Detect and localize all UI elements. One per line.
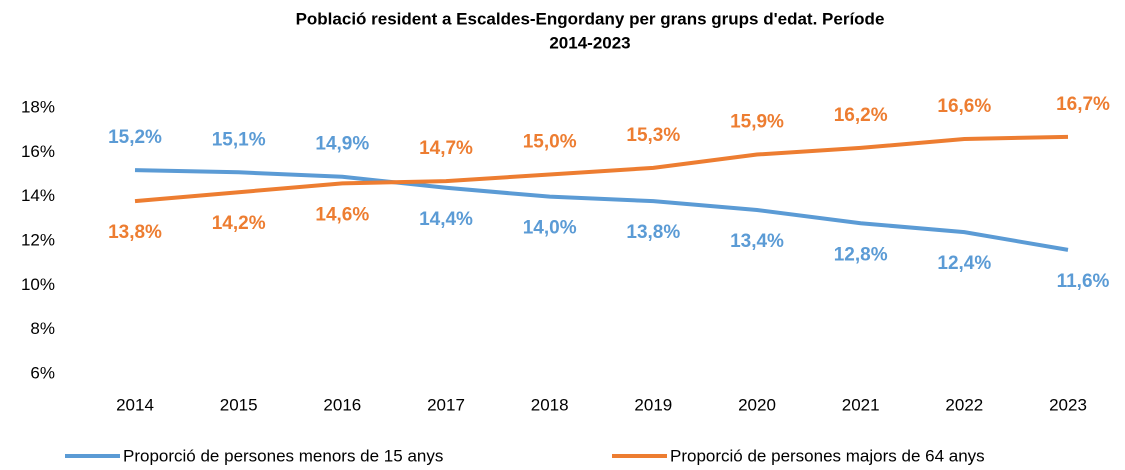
data-label: 15,0%	[523, 132, 577, 153]
y-tick-label: 8%	[30, 319, 55, 338]
x-tick-label: 2017	[427, 395, 465, 414]
y-tick-label: 16%	[21, 142, 55, 161]
data-label: 12,4%	[937, 253, 991, 274]
legend-label: Proporció de persones majors de 64 anys	[670, 446, 985, 465]
chart-title: Població resident a Escaldes-Engordany p…	[296, 9, 885, 28]
series-line	[134, 168, 1069, 252]
y-tick-label: 12%	[21, 230, 55, 249]
data-label: 11,6%	[1057, 271, 1110, 292]
y-tick-label: 6%	[30, 363, 55, 382]
x-tick-label: 2019	[634, 395, 672, 414]
data-label: 15,1%	[212, 129, 266, 150]
y-tick-label: 10%	[21, 275, 55, 294]
data-label: 15,3%	[626, 125, 680, 146]
data-label: 13,8%	[108, 222, 162, 243]
x-tick-label: 2015	[220, 395, 258, 414]
y-tick-label: 14%	[21, 186, 55, 205]
data-label: 14,6%	[315, 204, 369, 225]
data-label: 16,7%	[1056, 94, 1110, 115]
data-label: 16,2%	[834, 105, 888, 126]
x-tick-label: 2023	[1049, 395, 1087, 414]
data-label: 14,9%	[315, 134, 369, 155]
x-tick-label: 2020	[738, 395, 776, 414]
data-label: 15,9%	[730, 112, 784, 133]
x-tick-label: 2014	[116, 395, 154, 414]
data-label: 14,7%	[419, 138, 473, 159]
data-label: 13,4%	[730, 231, 784, 252]
data-label: 13,8%	[626, 222, 680, 243]
chart-title: 2014-2023	[549, 33, 630, 52]
data-label: 15,2%	[108, 127, 162, 148]
series-line	[134, 134, 1069, 204]
x-tick-label: 2016	[323, 395, 361, 414]
x-tick-label: 2022	[945, 395, 983, 414]
data-label: 14,2%	[212, 213, 266, 234]
legend-label: Proporció de persones menors de 15 anys	[123, 446, 443, 465]
y-tick-label: 18%	[21, 97, 55, 116]
x-tick-label: 2021	[842, 395, 880, 414]
data-label: 14,4%	[419, 209, 473, 230]
data-label: 12,8%	[834, 244, 888, 265]
data-label: 16,6%	[937, 96, 991, 117]
data-label: 14,0%	[523, 218, 577, 239]
x-tick-label: 2018	[531, 395, 569, 414]
